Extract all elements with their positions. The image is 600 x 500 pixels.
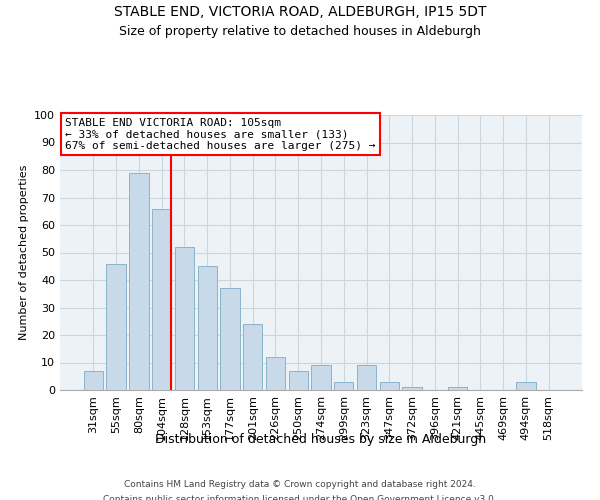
Text: Distribution of detached houses by size in Aldeburgh: Distribution of detached houses by size … xyxy=(155,432,487,446)
Text: Size of property relative to detached houses in Aldeburgh: Size of property relative to detached ho… xyxy=(119,25,481,38)
Bar xyxy=(106,264,126,390)
Bar xyxy=(175,247,194,390)
Bar xyxy=(266,357,285,390)
Text: STABLE END, VICTORIA ROAD, ALDEBURGH, IP15 5DT: STABLE END, VICTORIA ROAD, ALDEBURGH, IP… xyxy=(114,5,486,19)
Y-axis label: Number of detached properties: Number of detached properties xyxy=(19,165,29,340)
Bar xyxy=(357,365,376,390)
Bar xyxy=(448,387,467,390)
Bar xyxy=(220,288,239,390)
Bar xyxy=(243,324,262,390)
Text: STABLE END VICTORIA ROAD: 105sqm
← 33% of detached houses are smaller (133)
67% : STABLE END VICTORIA ROAD: 105sqm ← 33% o… xyxy=(65,118,376,151)
Bar xyxy=(403,387,422,390)
Bar xyxy=(129,173,149,390)
Bar xyxy=(380,382,399,390)
Bar xyxy=(334,382,353,390)
Text: Contains HM Land Registry data © Crown copyright and database right 2024.: Contains HM Land Registry data © Crown c… xyxy=(124,480,476,489)
Bar xyxy=(516,382,536,390)
Bar xyxy=(289,371,308,390)
Text: Contains public sector information licensed under the Open Government Licence v3: Contains public sector information licen… xyxy=(103,495,497,500)
Bar xyxy=(152,208,172,390)
Bar xyxy=(197,266,217,390)
Bar xyxy=(84,371,103,390)
Bar xyxy=(311,365,331,390)
